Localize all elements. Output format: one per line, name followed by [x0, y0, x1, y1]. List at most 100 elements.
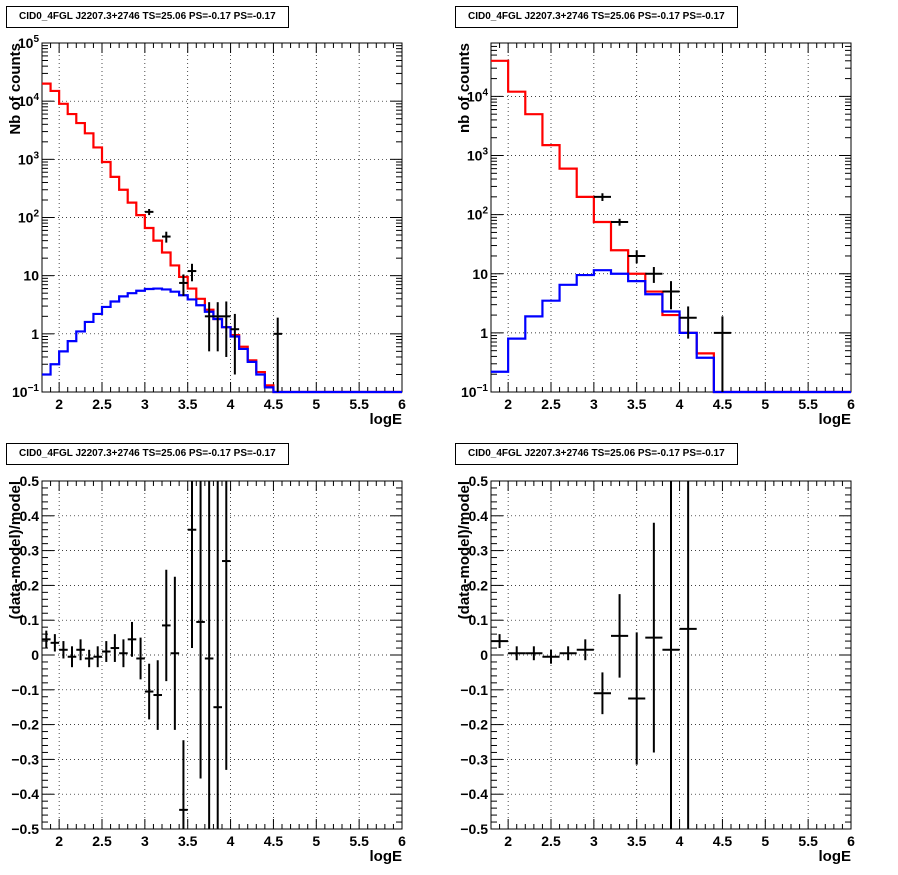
x-axis-label: logE [819, 411, 852, 428]
residual-point [196, 481, 205, 779]
residual-point [628, 632, 646, 765]
residual-point [59, 641, 68, 659]
y-tick-label: 104 [18, 92, 40, 109]
data-point [162, 231, 171, 243]
histogram-model-source [491, 269, 851, 394]
y-tick-label: 105 [18, 34, 40, 51]
svg-text:10−1: 10−1 [461, 383, 488, 400]
x-tick-label: 5 [312, 396, 320, 412]
x-tick-label: 2.5 [92, 833, 112, 849]
x-tick-label: 3 [141, 396, 149, 412]
data-point [230, 313, 240, 375]
y-tick-label: 0.3 [20, 543, 40, 559]
plot-frame [490, 42, 852, 393]
data-point [144, 209, 154, 216]
data-point [679, 306, 697, 339]
x-tick-label: 4 [676, 396, 684, 412]
data-point [273, 317, 282, 392]
y-tick-label: −0.4 [460, 786, 488, 802]
residual-point [593, 672, 611, 715]
residual-point [102, 641, 111, 662]
y-axis-label: (data-model)/model [456, 481, 473, 619]
data-point [611, 218, 629, 226]
y-axis-label: nb of counts [456, 43, 473, 133]
x-tick-label: 5 [761, 833, 769, 849]
panel-residuals-left: 2 2.5 3 3.5 4 4.5 5 5.5 6 −0.5 −0.4 −0.3 −0.2 −0.1 0 0.… [0, 437, 449, 875]
y-tick-label: 10 [472, 266, 488, 282]
x-tick-label: 5.5 [798, 833, 818, 849]
panel-counts-right: 2 2.5 3 3.5 4 4.5 5 5.5 6 10−1 1 10 102 103 104 logE nb … [449, 0, 898, 437]
residual-point [76, 639, 85, 661]
residual-point [508, 646, 526, 661]
y-tick-label: −0.1 [460, 682, 488, 698]
x-tick-label: 5 [312, 833, 320, 849]
x-tick-label: 2 [504, 396, 512, 412]
y-tick-label: 0.5 [469, 473, 489, 489]
data-point [179, 274, 188, 296]
y-tick-label: 0.1 [469, 612, 489, 628]
chart-residuals-left: 2 2.5 3 3.5 4 4.5 5 5.5 6 −0.5 −0.4 −0.3 −0.2 −0.1 0 0.… [7, 473, 406, 865]
residual-point [162, 569, 171, 682]
histogram-model-total [491, 59, 851, 394]
x-tick-label: 3 [141, 833, 149, 849]
histogram-model-source [42, 287, 402, 394]
residual-point [542, 649, 560, 664]
svg-text:103: 103 [18, 150, 40, 167]
y-tick-label: 102 [467, 206, 489, 223]
x-tick-label: 4.5 [713, 396, 733, 412]
x-tick-label: 2 [55, 396, 63, 412]
svg-text:104: 104 [467, 87, 489, 104]
data-point [204, 302, 214, 352]
y-tick-label: −0.5 [11, 821, 39, 837]
y-tick-label: 0.2 [20, 577, 40, 593]
data-point [222, 301, 231, 357]
chart-residuals-right: 2 2.5 3 3.5 4 4.5 5 5.5 6 −0.5 −0.4 −0.3 −0.2 −0.1 0 0.… [456, 473, 855, 865]
residual-point [222, 481, 231, 770]
x-tick-label: 6 [847, 833, 855, 849]
x-axis-label: logE [819, 848, 852, 865]
y-tick-label: 0.4 [469, 508, 489, 524]
residual-point [187, 481, 197, 649]
x-tick-label: 4 [227, 833, 235, 849]
y-tick-label: 0.3 [469, 543, 489, 559]
residual-point [662, 481, 680, 829]
y-tick-label: 1 [31, 326, 39, 342]
residual-point [136, 637, 145, 680]
x-tick-label: 5.5 [349, 833, 369, 849]
svg-text:104: 104 [18, 92, 40, 109]
data-point [213, 302, 222, 352]
x-tick-label: 2.5 [541, 833, 561, 849]
x-tick-label: 6 [847, 396, 855, 412]
x-tick-label: 4.5 [713, 833, 733, 849]
x-tick-label: 4.5 [264, 833, 284, 849]
panel-counts-left: 2 2.5 3 3.5 4 4.5 5 5.5 6 10−1 1 10 102 103 104 105 logE… [0, 0, 449, 437]
svg-text:102: 102 [18, 209, 40, 226]
residual-point [110, 634, 120, 662]
x-tick-label: 4 [676, 833, 684, 849]
y-tick-label: 0.4 [20, 508, 40, 524]
residual-point [42, 630, 51, 649]
y-tick-label: 10−1 [461, 383, 488, 400]
y-axis-label: (data-model)/model [7, 481, 24, 619]
residual-point [679, 481, 697, 829]
y-axis-label: Nb of counts [7, 43, 24, 135]
residual-point [576, 639, 594, 661]
svg-text:103: 103 [467, 147, 489, 164]
residual-point [559, 646, 577, 661]
residual-point [645, 522, 663, 753]
y-tick-label: 10−1 [12, 383, 39, 400]
residual-point [213, 481, 222, 829]
x-axis-label: logE [370, 411, 403, 428]
residual-point [611, 594, 629, 678]
residual-point [93, 646, 102, 668]
residual-point [525, 646, 543, 661]
x-tick-label: 5.5 [349, 396, 369, 412]
y-tick-label: 103 [467, 147, 489, 164]
y-tick-label: −0.3 [460, 751, 488, 767]
chart-title: CID0_4FGL J2207.3+2746 TS=25.06 PS=-0.17… [6, 443, 289, 465]
x-tick-label: 6 [398, 833, 406, 849]
data-point [662, 281, 680, 310]
panel-residuals-right: 2 2.5 3 3.5 4 4.5 5 5.5 6 −0.5 −0.4 −0.3 −0.2 −0.1 0 0.… [449, 437, 898, 875]
residual-point [50, 634, 60, 652]
chart-counts-right: 2 2.5 3 3.5 4 4.5 5 5.5 6 10−1 1 10 102 103 104 logE nb … [456, 42, 855, 428]
